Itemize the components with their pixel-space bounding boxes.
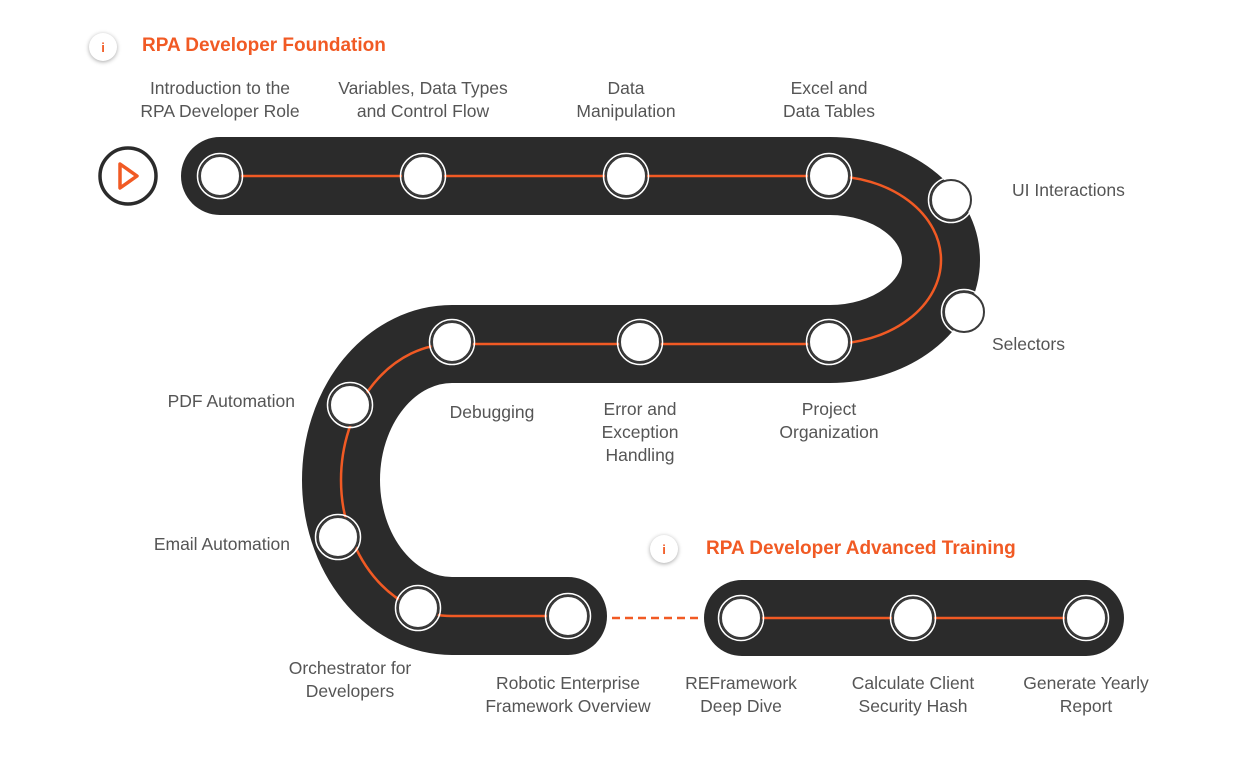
module-node-ring-debugging	[428, 318, 476, 366]
module-label-excel-data-tables: Excel and Data Tables	[782, 78, 876, 121]
module-label-variables-data-types: Variables, Data Types and Control Flow	[338, 78, 508, 121]
module-node-debugging[interactable]	[431, 321, 473, 363]
module-label-ui-interactions: UI Interactions	[1012, 180, 1125, 200]
module-node-ring-reframework-overview	[544, 592, 592, 640]
module-node-ring-generate-yearly-report	[1062, 594, 1110, 642]
module-nodes	[196, 152, 1110, 642]
module-label-orchestrator-developers: Orchestrator for Developers	[288, 658, 412, 701]
module-label-selectors: Selectors	[992, 334, 1065, 354]
module-node-ring-selectors	[940, 288, 988, 336]
module-node-ring-reframework-deep-dive	[717, 594, 765, 642]
module-label-reframework-deep-dive: REFramework Deep Dive	[685, 673, 797, 716]
module-label-debugging: Debugging	[449, 402, 535, 422]
module-node-ring-excel-data-tables	[805, 152, 853, 200]
module-node-ring-email-automation	[314, 513, 362, 561]
module-node-ring-error-exception-handling	[616, 318, 664, 366]
module-node-data-manipulation[interactable]	[605, 155, 647, 197]
module-node-reframework-deep-dive[interactable]	[720, 597, 762, 639]
module-node-ring-project-organization	[805, 318, 853, 366]
module-node-ring-variables-data-types	[399, 152, 447, 200]
info-icon-foundation[interactable]: i	[89, 33, 117, 61]
module-label-calculate-client-security-hash: Calculate Client Security Hash	[851, 673, 975, 716]
module-node-email-automation[interactable]	[317, 516, 359, 558]
module-node-selectors[interactable]	[943, 291, 985, 333]
module-node-calculate-client-security-hash[interactable]	[892, 597, 934, 639]
module-node-ui-interactions[interactable]	[930, 179, 972, 221]
section-title-advanced: RPA Developer Advanced Training	[706, 538, 1016, 559]
section-title-foundation: RPA Developer Foundation	[142, 35, 386, 56]
module-node-project-organization[interactable]	[808, 321, 850, 363]
play-icon[interactable]	[98, 146, 158, 206]
module-node-intro-rpa-developer-role[interactable]	[199, 155, 241, 197]
module-label-data-manipulation: Data Manipulation	[576, 78, 676, 121]
module-node-variables-data-types[interactable]	[402, 155, 444, 197]
module-label-reframework-overview: Robotic Enterprise Framework Overview	[485, 673, 651, 716]
module-node-ring-data-manipulation	[602, 152, 650, 200]
module-node-generate-yearly-report[interactable]	[1065, 597, 1107, 639]
module-node-ring-orchestrator-developers	[394, 584, 442, 632]
module-node-orchestrator-developers[interactable]	[397, 587, 439, 629]
module-label-project-organization: Project Organization	[779, 399, 879, 442]
module-label-error-exception-handling: Error and Exception Handling	[601, 399, 679, 465]
module-label-pdf-automation: PDF Automation	[167, 391, 295, 411]
module-node-ring-ui-interactions	[927, 176, 975, 224]
module-node-ring-intro-rpa-developer-role	[196, 152, 244, 200]
module-label-generate-yearly-report: Generate Yearly Report	[1023, 673, 1149, 716]
module-label-email-automation: Email Automation	[153, 534, 290, 554]
module-node-reframework-overview[interactable]	[547, 595, 589, 637]
module-node-ring-pdf-automation	[326, 381, 374, 429]
module-node-excel-data-tables[interactable]	[808, 155, 850, 197]
module-node-error-exception-handling[interactable]	[619, 321, 661, 363]
module-label-intro-rpa-developer-role: Introduction to the RPA Developer Role	[140, 78, 300, 121]
info-icon-advanced[interactable]: i	[650, 535, 678, 563]
module-node-pdf-automation[interactable]	[329, 384, 371, 426]
module-node-ring-calculate-client-security-hash	[889, 594, 937, 642]
